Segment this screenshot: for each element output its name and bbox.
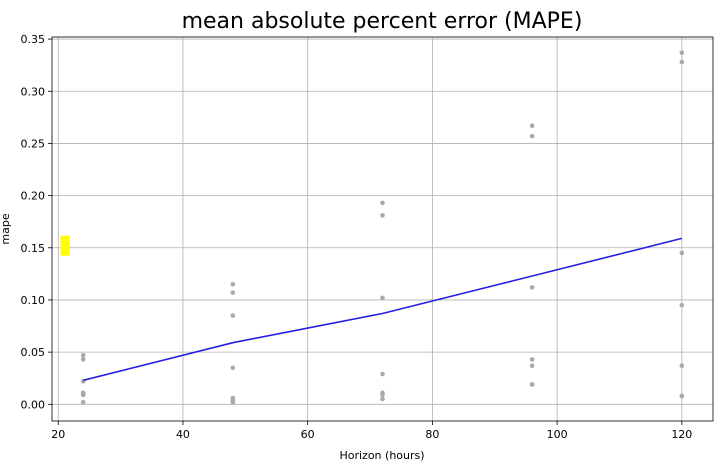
scatter-point [529, 382, 535, 387]
scatter-point [380, 200, 385, 206]
scatter-point [679, 363, 685, 368]
scatter-point [380, 295, 385, 301]
scatter-point [80, 399, 86, 405]
scatter-point [679, 59, 685, 65]
y-tick-label: 0.25 [21, 137, 46, 150]
scatter-point [230, 290, 236, 295]
scatter-point [679, 302, 685, 308]
scatter-point [679, 393, 685, 399]
grid [52, 37, 713, 421]
highlight-box [60, 235, 70, 256]
scatter-point [529, 357, 535, 362]
scatter-point [529, 123, 535, 128]
scatter-point [380, 213, 385, 218]
chart-title: mean absolute percent error (MAPE) [182, 9, 583, 34]
y-tick-label: 0.10 [21, 294, 46, 307]
y-axis-ticks: 0.00 0.05 0.10 0.15 0.20 0.25 0.30 0.35 [21, 33, 52, 411]
x-tick-label: 80 [425, 428, 439, 441]
scatter-point [80, 392, 86, 398]
x-tick-label: 40 [176, 428, 190, 441]
x-tick-label: 60 [301, 428, 315, 441]
scatter-point [230, 282, 236, 287]
scatter-point [529, 285, 535, 290]
y-tick-label: 0.00 [21, 398, 46, 411]
scatter-point [230, 313, 236, 318]
y-tick-label: 0.35 [21, 33, 46, 46]
scatter-point [679, 50, 685, 55]
x-tick-label: 120 [671, 428, 692, 441]
scatter-point [80, 352, 86, 358]
scatter-point [679, 250, 685, 256]
x-axis-ticks: 20 40 60 80 100 120 [51, 421, 692, 441]
y-axis-label: mape [0, 213, 12, 244]
scatter-points [80, 50, 685, 405]
scatter-point [230, 365, 236, 371]
scatter-point [380, 371, 385, 377]
x-tick-label: 100 [547, 428, 568, 441]
x-tick-label: 20 [51, 428, 65, 441]
y-tick-label: 0.20 [21, 190, 46, 203]
x-axis-label: Horizon (hours) [339, 449, 424, 462]
mean-line [83, 237, 682, 382]
highlight-marker [60, 235, 70, 256]
scatter-point [380, 396, 385, 402]
scatter-point [529, 363, 535, 368]
y-tick-label: 0.30 [21, 85, 46, 98]
scatter-point [230, 399, 236, 405]
scatter-point [529, 133, 535, 139]
scatter-point [80, 357, 86, 362]
y-tick-label: 0.05 [21, 346, 46, 359]
y-tick-label: 0.15 [21, 242, 46, 255]
scatter-point [380, 392, 385, 398]
mape-line [83, 237, 682, 382]
plot-frame [51, 36, 714, 422]
